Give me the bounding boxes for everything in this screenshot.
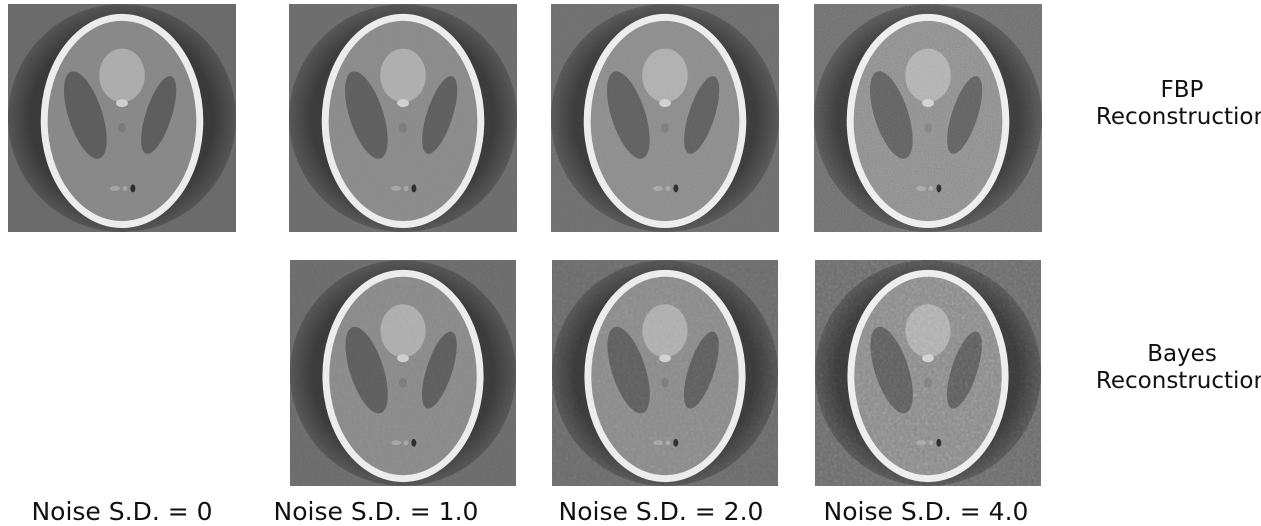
column-label: Noise S.D. = 2.0 [559, 497, 764, 526]
panel-bayes-2 [550, 260, 780, 486]
row-label: Reconstruction [1096, 368, 1261, 394]
panel-fbp-2 [550, 4, 780, 232]
column-label: Noise S.D. = 4.0 [824, 497, 1029, 526]
row-label: Reconstruction [1096, 104, 1261, 130]
figure: FBP Reconstruction Bayes Reconstruction … [0, 0, 1261, 526]
panel-bayes-1 [288, 260, 518, 486]
panel-bayes-4 [813, 260, 1043, 486]
column-label: Noise S.D. = 1.0 [274, 497, 479, 526]
panel-fbp-0 [8, 4, 236, 232]
row-label: Bayes [1147, 341, 1217, 367]
panel-fbp-4 [813, 4, 1043, 232]
row-label: FBP [1161, 77, 1204, 103]
panel-fbp-1 [288, 4, 518, 232]
column-label: Noise S.D. = 0 [31, 497, 212, 526]
